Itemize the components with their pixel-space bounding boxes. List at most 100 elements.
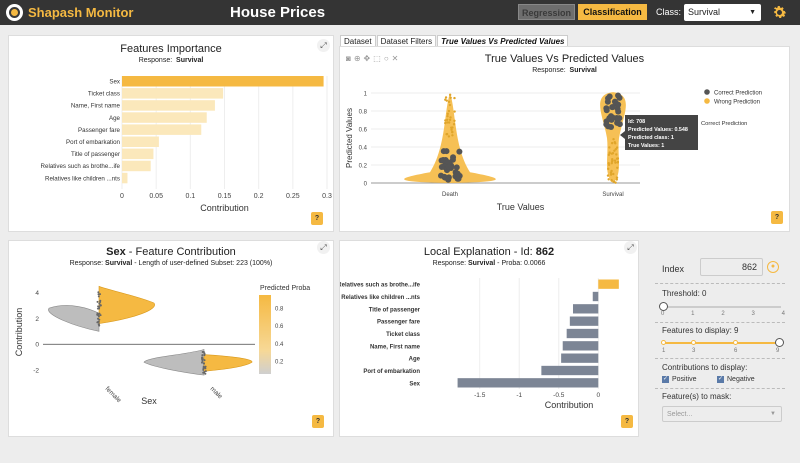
point-wrong	[446, 118, 449, 121]
bar	[122, 136, 159, 147]
expand-icon[interactable]: ⤢	[624, 241, 637, 254]
y-tick-label: 0	[364, 182, 368, 188]
response-label: Response:	[69, 260, 104, 267]
point	[201, 351, 204, 354]
expand-icon[interactable]: ⤢	[317, 39, 330, 52]
help-button[interactable]: ?	[771, 211, 783, 224]
point	[201, 358, 204, 361]
point-wrong	[606, 174, 610, 177]
point-correct	[445, 176, 452, 183]
camera-icon[interactable]: ◙	[346, 54, 354, 63]
response-value: Survival	[569, 67, 597, 74]
category-label: Passenger fare	[78, 127, 121, 134]
y-tick-label: 0.4	[359, 146, 368, 152]
classification-button[interactable]: Classification	[578, 4, 647, 20]
point	[201, 359, 204, 362]
y-tick-label: 4	[35, 290, 39, 297]
expand-icon[interactable]: ⤢	[317, 241, 330, 254]
gear-icon[interactable]	[771, 4, 788, 21]
point	[96, 313, 99, 316]
point-wrong	[616, 160, 620, 164]
help-button[interactable]: ?	[621, 415, 633, 428]
point-wrong	[616, 166, 619, 169]
bar	[569, 316, 599, 326]
point-wrong	[446, 114, 449, 118]
colorbar-title: Predicted Proba	[260, 285, 310, 292]
point	[98, 302, 101, 305]
regression-button[interactable]: Regression	[518, 4, 575, 20]
point	[96, 307, 99, 310]
point-wrong	[448, 93, 452, 97]
x-tick-label: male	[209, 385, 224, 400]
point-wrong	[444, 121, 447, 125]
positive-checkbox[interactable]: ✓ Positive	[662, 376, 697, 383]
threshold-slider-track[interactable]	[663, 306, 781, 308]
category-label: Sex	[409, 381, 420, 387]
point-wrong	[608, 146, 611, 149]
bar	[122, 88, 224, 99]
features-slider-handle[interactable]	[775, 338, 784, 347]
point-wrong	[608, 151, 611, 154]
point	[96, 300, 99, 303]
pan-icon[interactable]: ✥	[363, 54, 374, 63]
checkbox-checked-icon[interactable]: ✓	[717, 376, 724, 383]
point-wrong	[612, 172, 615, 176]
point-wrong	[607, 178, 610, 181]
slider-dot	[691, 340, 696, 345]
category-label: Name, First name	[370, 344, 421, 350]
index-search-icon[interactable]: ●	[767, 261, 779, 273]
point-wrong	[615, 146, 619, 149]
point	[97, 320, 100, 323]
point-correct	[603, 121, 610, 128]
zoom-icon[interactable]: ⊕	[353, 54, 364, 63]
point-wrong	[607, 161, 610, 165]
x-tick-label: -1.5	[474, 392, 486, 399]
tab-dataset[interactable]: Dataset	[340, 35, 376, 47]
x-tick-label: 0.15	[218, 193, 232, 200]
checkbox-checked-icon[interactable]: ✓	[662, 376, 669, 383]
point-correct	[609, 114, 616, 121]
violin-female-right	[98, 285, 155, 324]
tab-dataset-filters[interactable]: Dataset Filters	[376, 35, 437, 47]
feature-name: Sex	[106, 246, 126, 258]
true-vs-predicted-card: True Values Vs Predicted Values Response…	[340, 47, 789, 231]
index-input[interactable]: 862	[700, 258, 763, 276]
negative-label: Negative	[727, 376, 755, 383]
colorbar-tick: 0.4	[275, 342, 284, 348]
point-wrong	[610, 152, 614, 155]
point-wrong	[448, 103, 452, 107]
point	[202, 368, 205, 371]
threshold-slider-handle[interactable]	[659, 302, 668, 311]
help-button[interactable]: ?	[312, 415, 324, 428]
local-explanation-title: Local Explanation - Id: 862	[340, 246, 638, 258]
point-wrong	[449, 96, 452, 99]
category-label: Age	[109, 115, 121, 122]
legend-marker-wrong	[704, 98, 710, 104]
features-slider-track[interactable]	[663, 342, 781, 344]
class-select[interactable]: Survival ▼	[684, 4, 761, 21]
tooltip-side-label: Correct Prediction	[701, 121, 747, 127]
lasso-icon[interactable]: ○	[383, 54, 392, 63]
negative-checkbox[interactable]: ✓ Negative	[717, 376, 755, 383]
point-wrong	[444, 96, 448, 99]
point-wrong	[614, 161, 617, 164]
point-correct	[615, 92, 622, 99]
point	[96, 321, 99, 324]
local-explanation-id: 862	[535, 246, 555, 258]
violin-female-left	[48, 305, 100, 332]
box-select-icon[interactable]: ⬚	[373, 54, 384, 63]
point-correct	[454, 170, 461, 177]
reset-axes-icon[interactable]: ✕	[391, 54, 402, 63]
x-tick-label: 0	[120, 193, 124, 200]
point-wrong	[447, 135, 451, 138]
bar	[122, 160, 151, 172]
point	[97, 295, 100, 298]
point-wrong	[613, 149, 616, 152]
y-axis-label: Contribution	[14, 308, 24, 357]
tab-true-vs-predicted[interactable]: True Values Vs Predicted Values	[437, 35, 569, 47]
mask-select[interactable]: Select... ▼	[662, 406, 782, 422]
point-wrong	[607, 167, 610, 171]
local-explanation-chart: -1.5 -1 -0.5 0 Relatives such as brothe...if…	[340, 278, 619, 410]
help-button[interactable]: ?	[311, 212, 323, 225]
bar	[122, 100, 215, 111]
